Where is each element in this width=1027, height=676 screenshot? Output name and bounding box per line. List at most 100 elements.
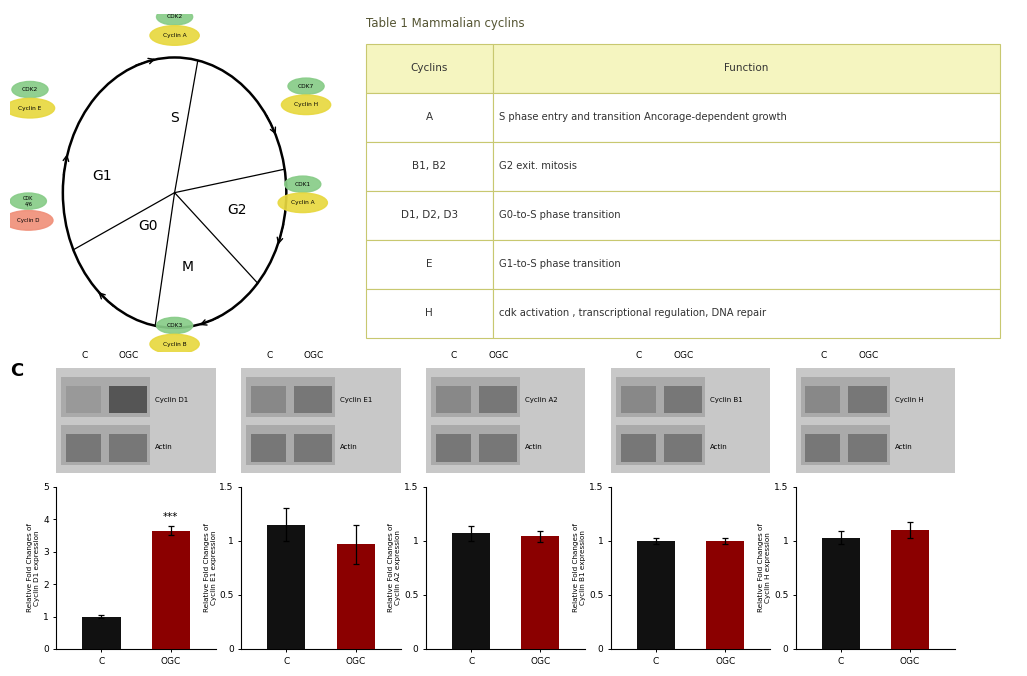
Bar <box>479 386 517 414</box>
Bar <box>109 386 147 414</box>
Y-axis label: Relative Fold Changes of
Cyclin D1 expression: Relative Fold Changes of Cyclin D1 expre… <box>28 523 40 612</box>
Text: Cyclin H: Cyclin H <box>294 102 318 107</box>
Text: Cyclin A: Cyclin A <box>291 200 314 206</box>
Text: Cyclin B1: Cyclin B1 <box>710 397 743 403</box>
Text: CDK7: CDK7 <box>298 84 314 89</box>
Bar <box>435 386 470 414</box>
Text: D1, D2, D3: D1, D2, D3 <box>401 210 458 220</box>
Y-axis label: Relative Fold Changes of
Cyclin A2 expression: Relative Fold Changes of Cyclin A2 expre… <box>388 523 402 612</box>
Ellipse shape <box>150 26 199 45</box>
Bar <box>805 435 840 462</box>
Bar <box>616 377 705 416</box>
Text: M: M <box>182 260 194 274</box>
Bar <box>493 93 1000 142</box>
Text: CDK
4/6: CDK 4/6 <box>24 196 34 206</box>
Text: C: C <box>10 362 24 380</box>
Text: CDK2: CDK2 <box>22 87 38 92</box>
Bar <box>493 44 1000 93</box>
Text: OGC: OGC <box>304 351 324 360</box>
Ellipse shape <box>4 211 53 230</box>
Bar <box>66 435 101 462</box>
Bar <box>366 142 493 191</box>
Ellipse shape <box>278 193 328 213</box>
Text: CDK3: CDK3 <box>166 323 183 328</box>
Text: Cyclin D: Cyclin D <box>17 218 40 223</box>
Bar <box>801 425 889 465</box>
Ellipse shape <box>10 193 46 210</box>
Bar <box>246 425 335 465</box>
Text: Function: Function <box>724 64 768 74</box>
Ellipse shape <box>12 81 48 97</box>
Y-axis label: Relative Fold Changes of
Cyclin H expression: Relative Fold Changes of Cyclin H expres… <box>758 523 771 612</box>
Text: H: H <box>425 308 433 318</box>
Text: Cyclin D1: Cyclin D1 <box>155 397 188 403</box>
Bar <box>366 289 493 338</box>
Bar <box>891 530 929 649</box>
Text: G1-to-S phase transition: G1-to-S phase transition <box>499 260 621 270</box>
Text: C: C <box>821 351 827 360</box>
Bar <box>66 386 101 414</box>
Text: cdk activation , transcriptional regulation, DNA repair: cdk activation , transcriptional regulat… <box>499 308 766 318</box>
Bar <box>616 425 705 465</box>
Bar <box>805 386 840 414</box>
Text: OGC: OGC <box>119 351 139 360</box>
Text: C: C <box>81 351 87 360</box>
Text: A: A <box>426 112 433 122</box>
Bar <box>246 377 335 416</box>
Bar <box>801 377 889 416</box>
Bar <box>707 541 745 649</box>
Text: C: C <box>636 351 642 360</box>
Bar <box>366 93 493 142</box>
Bar <box>431 425 520 465</box>
Bar <box>493 289 1000 338</box>
Bar <box>452 533 490 649</box>
Bar <box>493 191 1000 240</box>
Text: C: C <box>451 351 457 360</box>
Text: Table 1 Mammalian cyclins: Table 1 Mammalian cyclins <box>366 17 525 30</box>
Text: Actin: Actin <box>525 444 542 450</box>
Text: Actin: Actin <box>340 444 357 450</box>
Bar <box>294 386 332 414</box>
Ellipse shape <box>284 176 320 193</box>
Bar <box>251 435 286 462</box>
Text: G1: G1 <box>92 169 112 183</box>
Bar <box>152 531 190 649</box>
Text: ***: *** <box>163 512 179 523</box>
Bar <box>522 537 560 649</box>
Text: Actin: Actin <box>155 444 173 450</box>
Text: Cyclin H: Cyclin H <box>895 397 923 403</box>
Ellipse shape <box>288 78 325 95</box>
Bar <box>493 142 1000 191</box>
Text: OGC: OGC <box>859 351 878 360</box>
Bar <box>267 525 305 649</box>
Bar <box>82 617 120 649</box>
Text: Actin: Actin <box>895 444 912 450</box>
Bar <box>294 435 332 462</box>
Bar <box>637 541 675 649</box>
Bar <box>848 386 886 414</box>
Text: Cyclin A: Cyclin A <box>162 33 187 38</box>
Text: G0: G0 <box>139 220 158 233</box>
Text: C: C <box>266 351 272 360</box>
Bar <box>337 544 375 649</box>
Text: Cyclin B: Cyclin B <box>162 341 187 347</box>
Text: B1, B2: B1, B2 <box>412 162 447 172</box>
Bar <box>479 435 517 462</box>
Y-axis label: Relative Fold Changes of
Cyclin E1 expression: Relative Fold Changes of Cyclin E1 expre… <box>203 523 217 612</box>
Text: CDK2: CDK2 <box>166 14 183 20</box>
Bar <box>848 435 886 462</box>
Text: Cyclins: Cyclins <box>411 64 448 74</box>
Text: S: S <box>170 112 179 125</box>
Bar <box>62 425 150 465</box>
Y-axis label: Relative Fold Changes of
Cyclin B1 expression: Relative Fold Changes of Cyclin B1 expre… <box>573 523 586 612</box>
Text: G0-to-S phase transition: G0-to-S phase transition <box>499 210 621 220</box>
Text: Cyclin A2: Cyclin A2 <box>525 397 558 403</box>
Bar <box>109 435 147 462</box>
Ellipse shape <box>150 335 199 354</box>
Bar <box>663 435 701 462</box>
Text: S phase entry and transition Ancorage-dependent growth: S phase entry and transition Ancorage-de… <box>499 112 787 122</box>
Bar <box>62 377 150 416</box>
Text: Cyclin E1: Cyclin E1 <box>340 397 373 403</box>
Bar <box>663 386 701 414</box>
Text: Actin: Actin <box>710 444 727 450</box>
